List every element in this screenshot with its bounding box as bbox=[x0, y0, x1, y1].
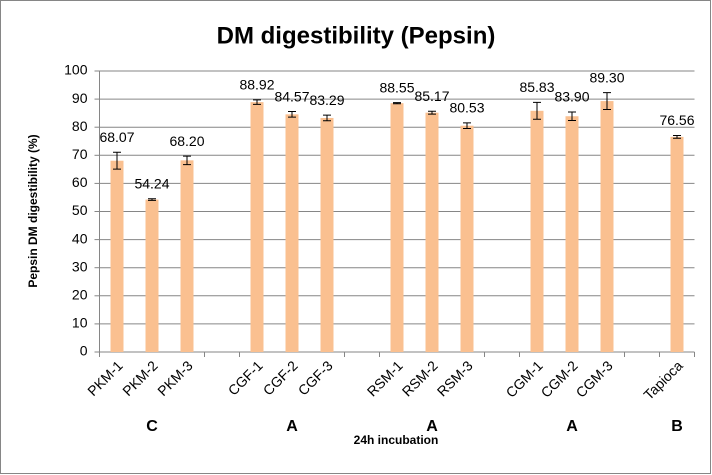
value-label: 88.55 bbox=[379, 79, 414, 95]
value-label: 84.57 bbox=[274, 88, 309, 104]
bar bbox=[425, 112, 439, 352]
y-tick-label: 50 bbox=[72, 202, 88, 218]
bar bbox=[670, 136, 684, 352]
bar bbox=[565, 116, 579, 352]
y-tick-label: 0 bbox=[80, 343, 88, 359]
y-tick-label: 30 bbox=[72, 258, 88, 274]
value-label: 85.17 bbox=[414, 88, 449, 104]
error-bar bbox=[393, 102, 401, 105]
value-label: 83.29 bbox=[309, 92, 344, 108]
y-tick-label: 90 bbox=[72, 90, 88, 106]
bar bbox=[320, 117, 334, 352]
error-bar bbox=[253, 99, 261, 105]
bar bbox=[460, 125, 474, 353]
value-label: 76.56 bbox=[659, 112, 694, 128]
value-label: 88.92 bbox=[239, 77, 274, 93]
error-bar bbox=[148, 198, 156, 201]
bar bbox=[530, 110, 544, 352]
value-label: 80.53 bbox=[449, 100, 484, 116]
value-label: 54.24 bbox=[134, 175, 169, 191]
bar bbox=[285, 114, 299, 352]
error-bar bbox=[463, 122, 471, 130]
group-label: A bbox=[426, 418, 438, 435]
y-tick-label: 20 bbox=[72, 287, 88, 303]
y-axis-title: Pepsin DM digestibility (%) bbox=[26, 134, 40, 287]
error-bar bbox=[113, 151, 121, 170]
group-label: B bbox=[671, 418, 683, 435]
value-label: 68.07 bbox=[99, 129, 134, 145]
error-bar bbox=[603, 92, 611, 110]
bar bbox=[180, 160, 194, 352]
y-tick-label: 70 bbox=[72, 146, 88, 162]
bar bbox=[390, 103, 404, 352]
bar bbox=[145, 199, 159, 352]
y-tick-label: 10 bbox=[72, 315, 88, 331]
bar bbox=[110, 160, 124, 352]
y-tick-label: 60 bbox=[72, 174, 88, 190]
y-tick-label: 40 bbox=[72, 230, 88, 246]
error-bar bbox=[288, 111, 296, 118]
value-label: 83.90 bbox=[554, 89, 589, 105]
value-label: 89.30 bbox=[589, 69, 624, 85]
error-bar bbox=[568, 111, 576, 121]
value-label: 68.20 bbox=[169, 133, 204, 149]
y-tick-label: 80 bbox=[72, 118, 88, 134]
error-bar bbox=[323, 114, 331, 122]
y-tick-label: 100 bbox=[64, 62, 88, 78]
error-bar bbox=[428, 110, 436, 115]
error-bar bbox=[183, 155, 191, 166]
group-label: A bbox=[286, 418, 298, 435]
x-axis-title: 24h incubation bbox=[354, 433, 439, 447]
bar bbox=[600, 101, 614, 352]
group-label: C bbox=[146, 418, 158, 435]
group-label: A bbox=[566, 418, 578, 435]
error-bar bbox=[533, 101, 541, 120]
bar bbox=[250, 102, 264, 353]
value-label: 85.83 bbox=[519, 79, 554, 95]
chart-title: DM digestibility (Pepsin) bbox=[217, 22, 496, 49]
error-bar bbox=[673, 134, 681, 139]
